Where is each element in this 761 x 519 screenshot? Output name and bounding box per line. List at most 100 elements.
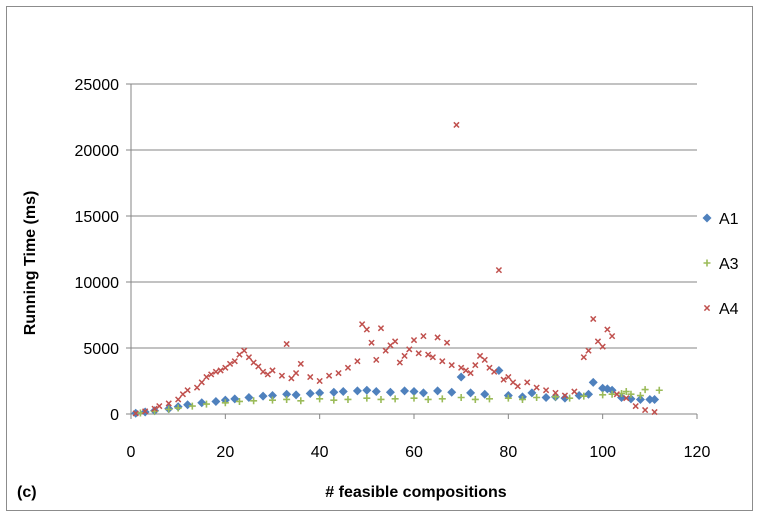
- data-point: [443, 339, 451, 346]
- data-point: [222, 364, 229, 371]
- tick-labels: 0 5000 10000 15000 20000 25000 0 20 40 60 80 100 120: [75, 77, 711, 461]
- y-axis-title: Running Time (ms): [22, 191, 39, 336]
- data-point: [594, 338, 602, 345]
- legend-entry-a3: A3: [703, 256, 739, 273]
- data-point: [599, 391, 607, 399]
- data-point: [203, 373, 210, 381]
- data-point: [580, 354, 587, 361]
- data-point: [363, 394, 371, 402]
- data-point: [197, 398, 207, 408]
- data-point: [409, 387, 419, 397]
- data-point: [235, 397, 243, 405]
- series-a4: [132, 121, 658, 417]
- data-point: [504, 394, 512, 402]
- data-point: [580, 392, 588, 400]
- data-point: [175, 396, 182, 403]
- data-point: [188, 402, 196, 410]
- data-point: [307, 373, 314, 381]
- data-point: [476, 352, 484, 360]
- data-point: [244, 393, 254, 402]
- data-point: [429, 354, 436, 361]
- data-point: [387, 342, 394, 349]
- series-a3: [136, 386, 663, 417]
- legend-label: A1: [719, 211, 739, 228]
- data-point: [585, 347, 592, 354]
- data-point: [447, 387, 457, 397]
- data-point: [561, 392, 569, 399]
- data-point: [641, 386, 649, 394]
- data-point: [509, 379, 517, 386]
- data-point: [608, 332, 616, 340]
- data-point: [641, 406, 649, 414]
- data-point: [377, 395, 385, 403]
- data-point: [269, 396, 276, 404]
- data-point: [212, 368, 220, 375]
- data-point: [542, 387, 550, 394]
- legend-marker: [703, 259, 711, 267]
- data-point: [655, 386, 663, 394]
- legend-entry-a1: A1: [702, 211, 739, 228]
- data-point: [599, 343, 606, 350]
- data-point: [282, 389, 292, 399]
- data-point: [392, 338, 399, 345]
- data-point: [315, 388, 325, 398]
- data-point: [560, 393, 570, 403]
- gridlines: [131, 83, 697, 349]
- data-point: [471, 395, 479, 403]
- data-point: [316, 377, 323, 385]
- y-tick-label: 25000: [75, 77, 120, 94]
- data-point: [608, 390, 616, 398]
- data-point: [425, 351, 432, 358]
- data-point: [448, 362, 455, 369]
- data-point: [401, 352, 408, 360]
- data-point: [202, 400, 210, 408]
- data-point: [434, 334, 441, 341]
- data-point: [458, 364, 465, 371]
- y-tick-label: 20000: [75, 143, 120, 160]
- data-point: [462, 367, 470, 374]
- data-point: [485, 395, 493, 403]
- data-point: [368, 339, 375, 346]
- data-point: [418, 388, 428, 398]
- data-point: [221, 399, 229, 407]
- y-tick-label: 15000: [75, 209, 120, 226]
- data-point: [453, 121, 460, 129]
- data-point: [269, 367, 276, 374]
- data-point: [433, 386, 443, 396]
- data-point: [184, 387, 191, 394]
- data-point: [495, 266, 503, 274]
- data-point: [410, 336, 418, 344]
- data-point: [245, 354, 253, 361]
- data-point: [283, 340, 290, 348]
- data-point: [613, 391, 620, 398]
- data-point: [344, 395, 352, 403]
- legend: A1 A3 A4: [702, 211, 739, 318]
- data-point: [198, 379, 205, 386]
- data-point: [174, 404, 182, 412]
- data-series: [131, 121, 663, 418]
- data-point: [552, 393, 559, 401]
- legend-label: A3: [719, 256, 739, 273]
- data-point: [338, 387, 348, 397]
- legend-entry-a4: A4: [703, 301, 739, 318]
- y-tick-label: 5000: [83, 341, 119, 358]
- data-point: [467, 369, 474, 377]
- x-axis-title: # feasible compositions: [325, 484, 506, 501]
- data-point: [211, 396, 221, 406]
- panel-label: (c): [17, 484, 37, 501]
- data-point: [571, 388, 578, 395]
- data-point: [588, 377, 598, 387]
- data-point: [391, 395, 399, 403]
- data-point: [259, 368, 267, 375]
- data-point: [632, 402, 639, 410]
- data-point: [552, 389, 559, 397]
- data-point: [226, 360, 234, 367]
- data-point: [505, 373, 512, 381]
- data-point: [373, 356, 380, 364]
- data-point: [420, 332, 427, 340]
- data-point: [385, 387, 395, 397]
- data-point: [527, 388, 537, 398]
- data-point: [396, 359, 403, 366]
- data-point: [335, 369, 342, 377]
- data-point: [481, 356, 488, 364]
